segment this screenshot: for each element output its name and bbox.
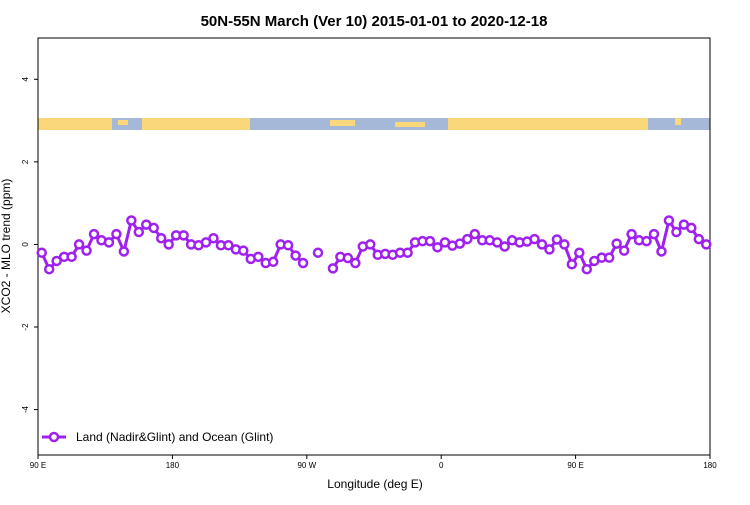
data-point	[469, 228, 481, 240]
data-point	[574, 247, 585, 258]
data-point	[559, 239, 570, 250]
data-point	[43, 263, 55, 275]
data-point	[693, 233, 705, 245]
land-band	[38, 118, 112, 130]
x-tick-label: 90 E	[567, 461, 583, 470]
x-tick-label: 0	[439, 461, 444, 470]
data-point	[671, 226, 682, 238]
data-point	[88, 228, 100, 240]
data-point	[51, 255, 62, 267]
data-point	[148, 222, 159, 234]
land-ocean-band	[38, 118, 710, 130]
data-point	[618, 245, 630, 256]
data-point	[238, 245, 249, 256]
land-band	[142, 118, 250, 130]
y-tick-label: 2	[21, 159, 30, 164]
data-point	[223, 240, 234, 251]
data-point	[312, 247, 324, 258]
y-axis-label: XCO2 - MLO trend (ppm)	[0, 179, 13, 314]
data-point	[648, 228, 660, 240]
data-point	[663, 215, 675, 226]
data-point	[536, 239, 548, 250]
legend-label: Land (Nadir&Glint) and Ocean (Glint)	[76, 430, 273, 444]
data-point	[432, 242, 443, 253]
data-point	[342, 252, 354, 264]
data-point	[208, 232, 219, 244]
data-point	[686, 222, 697, 234]
data-point	[118, 246, 130, 257]
x-tick-label: 90 E	[30, 461, 46, 470]
land-band	[675, 118, 681, 125]
x-axis-label: Longitude (deg E)	[327, 477, 422, 491]
land-band	[395, 122, 425, 127]
data-point	[126, 215, 137, 226]
data-point	[581, 263, 593, 275]
data-point	[566, 259, 578, 270]
data-point	[462, 233, 473, 245]
chart-title: 50N-55N March (Ver 10) 2015-01-01 to 202…	[201, 13, 548, 30]
data-point	[626, 228, 637, 240]
data-point	[641, 235, 652, 247]
data-point	[267, 256, 279, 268]
data-point	[365, 239, 376, 250]
data-point	[297, 257, 309, 269]
data-point	[66, 251, 77, 263]
data-point	[327, 263, 339, 274]
data-point	[282, 240, 294, 251]
data-point	[133, 226, 145, 238]
data-point	[103, 237, 115, 248]
land-band	[330, 120, 355, 126]
data-point	[603, 252, 615, 263]
data-point	[73, 239, 85, 250]
data-point	[200, 237, 212, 248]
data-point	[529, 233, 540, 245]
data-point	[551, 234, 563, 245]
y-tick-label: -4	[21, 405, 30, 413]
data-point	[544, 244, 555, 255]
land-band	[118, 120, 128, 125]
data-point	[253, 251, 264, 263]
data-point	[656, 246, 667, 257]
data-point	[454, 238, 466, 249]
data-point	[81, 245, 92, 256]
data-point	[611, 238, 622, 249]
data-point	[350, 257, 361, 269]
y-tick-label: 0	[21, 242, 30, 247]
data-point	[178, 230, 189, 241]
data-point	[424, 235, 436, 247]
data-point	[155, 232, 167, 244]
data-point	[491, 237, 503, 248]
data-point	[163, 239, 174, 250]
x-tick-label: 90 W	[297, 461, 316, 470]
data-point	[111, 228, 122, 240]
y-tick-label: 4	[21, 77, 30, 82]
data-point	[290, 250, 301, 261]
legend-marker	[48, 431, 60, 443]
x-tick-label: 180	[703, 461, 717, 470]
data-point	[402, 247, 413, 258]
x-tick-label: 180	[166, 461, 180, 470]
y-tick-label: -2	[21, 323, 30, 331]
data-point	[36, 247, 47, 258]
data-point	[701, 239, 712, 250]
data-point	[499, 241, 510, 252]
land-band	[448, 118, 648, 130]
